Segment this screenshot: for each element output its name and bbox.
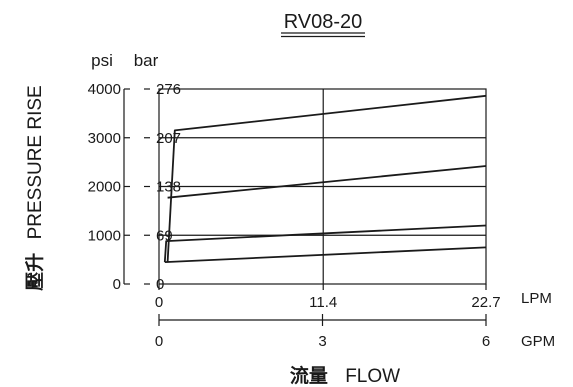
bar-tick-label: 0 xyxy=(156,276,164,293)
x-axis-label: 流量 FLOW xyxy=(290,364,400,387)
series-line-1 xyxy=(164,246,487,263)
x-axis-label-cjk: 流量 xyxy=(290,364,328,387)
bar-tick-label: 138 xyxy=(156,179,181,196)
lpm-tick-label: 11.4 xyxy=(309,294,337,311)
psi-tick-label: 4000 xyxy=(88,81,121,98)
gpm-tick-label: 6 xyxy=(482,333,490,350)
chart-title: RV08-20 xyxy=(284,11,363,33)
lpm-tick-label: 22.7 xyxy=(471,294,500,311)
series-line-2 xyxy=(163,224,487,263)
psi-tick-label: 2000 xyxy=(88,179,121,196)
gpm-unit-label: GPM xyxy=(521,333,555,350)
psi-unit-label: psi xyxy=(91,51,113,70)
psi-tick-label: 1000 xyxy=(88,227,121,244)
lpm-tick-label: 0 xyxy=(155,294,163,311)
y-axis-label-en: PRESSURE RISE xyxy=(25,85,46,239)
gpm-tick-label: 0 xyxy=(155,333,163,350)
bar-tick-label: 276 xyxy=(156,81,181,98)
grid-lines xyxy=(159,89,486,284)
x-axis-label-en: FLOW xyxy=(345,366,400,387)
bar-tick-label: 207 xyxy=(156,130,181,147)
series-lines xyxy=(163,94,487,263)
bar-unit-label: bar xyxy=(134,51,159,70)
plot-frame xyxy=(158,88,487,285)
y-axis-label: 壓升 PRESSURE RISE xyxy=(24,85,46,290)
lpm-unit-label: LPM xyxy=(521,290,552,307)
chart-axes xyxy=(123,88,487,326)
gpm-tick-label: 3 xyxy=(318,333,326,350)
psi-tick-label: 0 xyxy=(113,276,121,293)
series-line-3 xyxy=(167,165,487,199)
y-axis-label-cjk: 壓升 xyxy=(24,253,46,291)
series-line-4 xyxy=(166,94,487,263)
psi-tick-label: 3000 xyxy=(88,130,121,147)
